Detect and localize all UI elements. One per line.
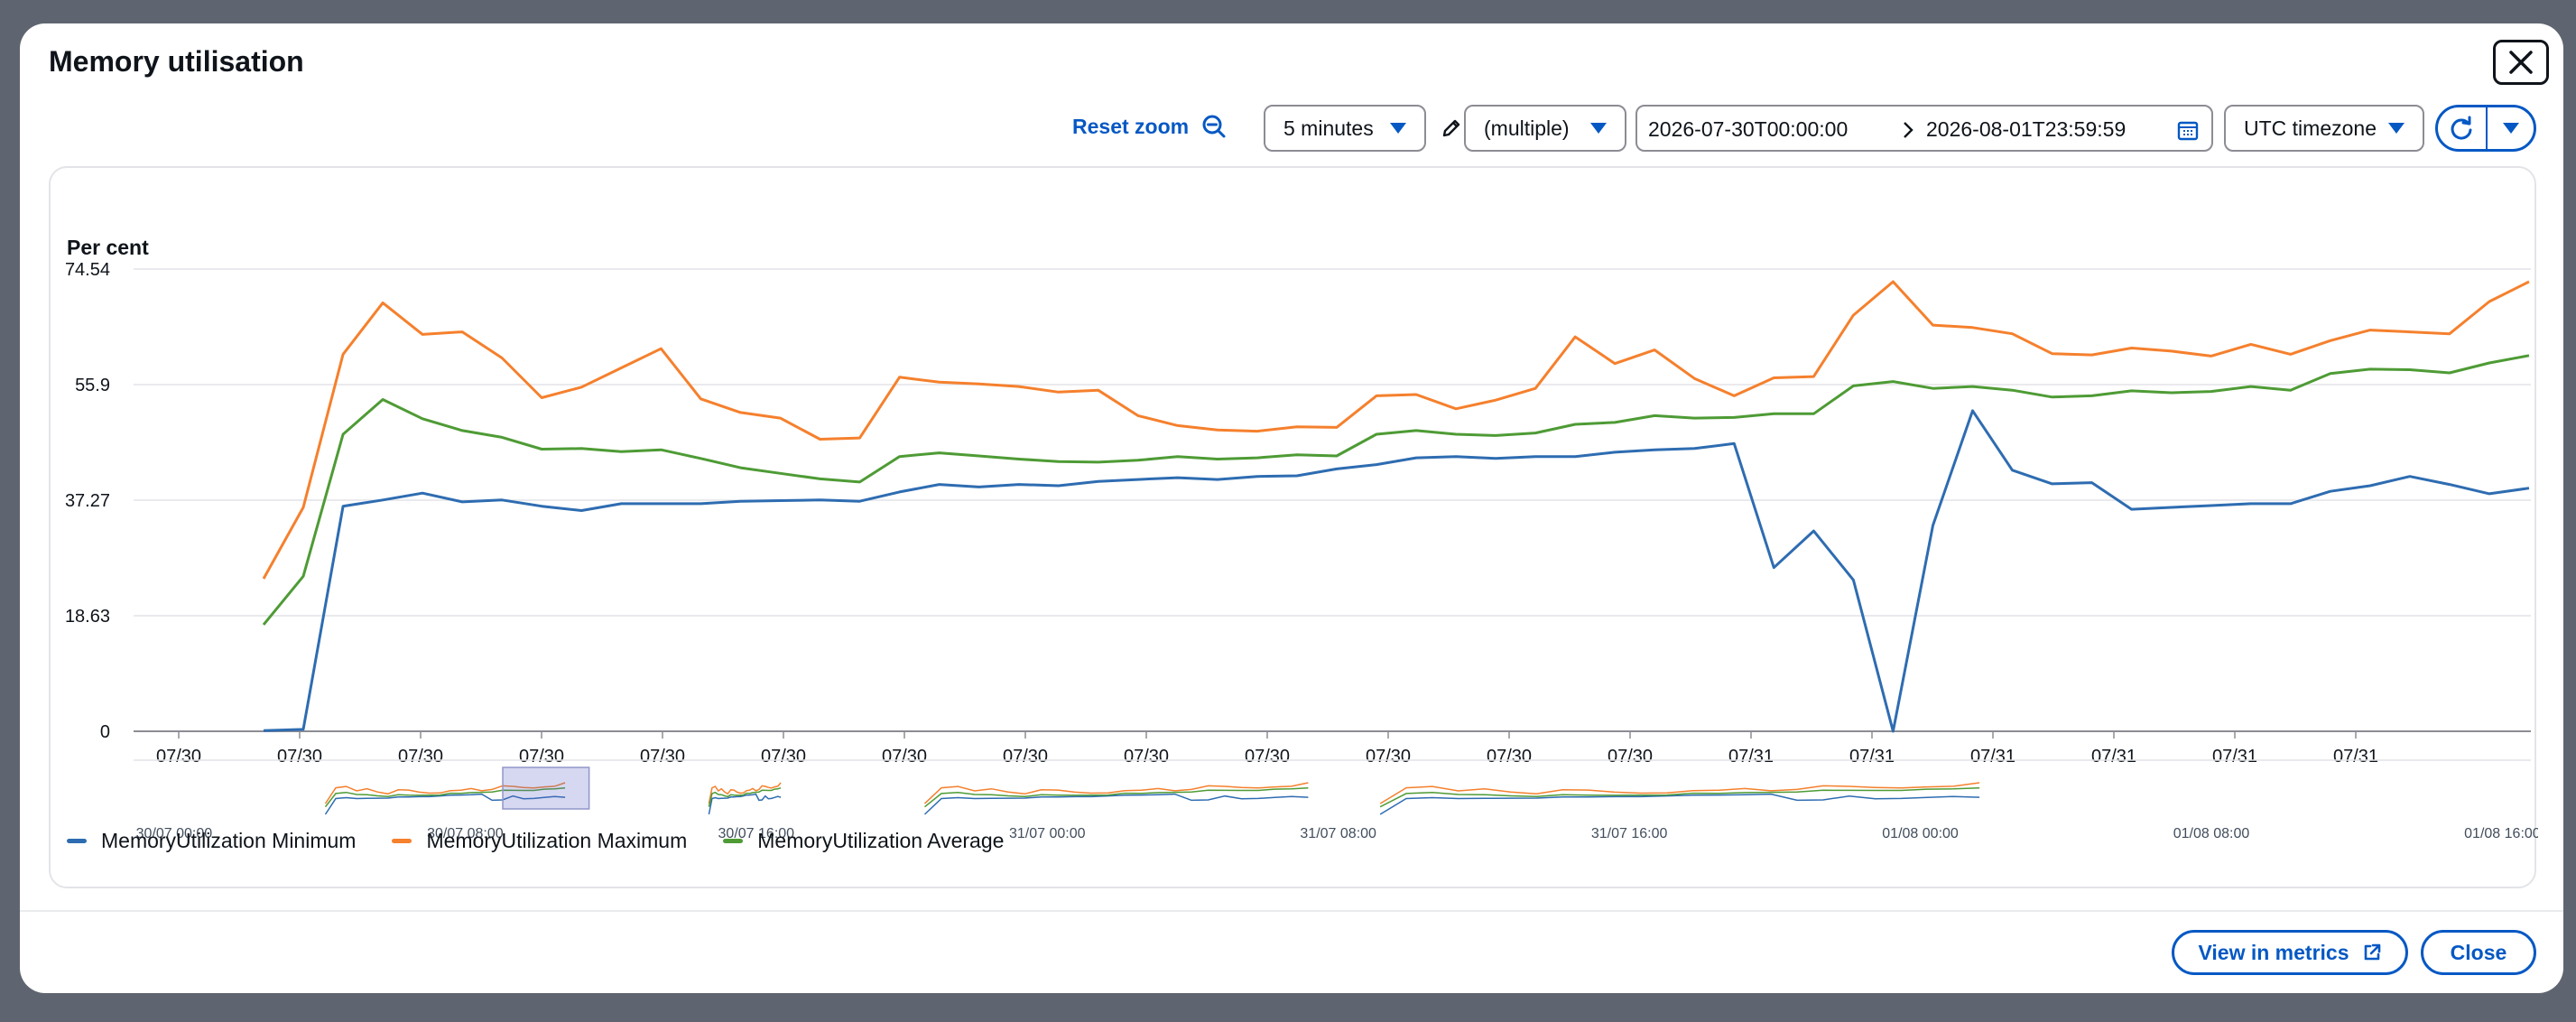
timezone-select[interactable]: UTC timezone	[2224, 105, 2424, 152]
x-tick-label: 07/31	[1728, 747, 1774, 766]
x-tick-label: 07/30	[398, 747, 443, 766]
overview-line	[708, 782, 782, 804]
x-tick-label: 07/30	[1366, 747, 1411, 766]
chart-panel: Per cent 74.54 55.9 37.27 18.63 0 07/30 07/30 07…	[49, 166, 2541, 890]
refresh-button-group	[2435, 105, 2536, 152]
calendar-icon[interactable]	[2177, 119, 2199, 141]
refresh-button[interactable]	[2438, 107, 2486, 149]
x-tick-label: 07/30	[761, 747, 806, 766]
overview-line	[324, 786, 566, 808]
x-tick-label: 07/31	[2212, 747, 2257, 766]
date-range-picker[interactable]: 2026-07-30T00:00:00 2026-08-01T23:59:59	[1635, 105, 2213, 152]
overview-line	[924, 786, 1309, 808]
x-tick-label: 07/31	[2333, 747, 2378, 766]
x-tick-label: 07/31	[2091, 747, 2136, 766]
legend-swatch	[723, 839, 744, 843]
chart-legend: MemoryUtilization Minimum MemoryUtilizat…	[67, 829, 1004, 853]
overview-line	[324, 782, 566, 804]
close-label: Close	[2450, 940, 2507, 964]
close-modal-button[interactable]	[2493, 40, 2549, 85]
period-value: 5 minutes	[1283, 116, 1374, 140]
memory-utilisation-modal: Memory utilisation Reset zoom 5 minutes …	[20, 23, 2563, 993]
overview-time-label: 31/07 08:00	[1300, 826, 1376, 841]
x-tick-label: 07/30	[1003, 747, 1048, 766]
x-tick-label: 07/30	[1124, 747, 1169, 766]
statistic-value: (multiple)	[1484, 116, 1570, 140]
series-line	[262, 354, 2530, 626]
legend-label: MemoryUtilization Minimum	[101, 829, 357, 852]
statistic-select[interactable]: (multiple)	[1464, 105, 1626, 152]
refresh-options-dropdown[interactable]	[2488, 107, 2534, 149]
view-in-metrics-button[interactable]: View in metrics	[2172, 930, 2408, 975]
overview-time-label: 30/07 08:00	[427, 826, 504, 841]
overview-line	[1379, 782, 1980, 804]
x-tick-label: 07/31	[1849, 747, 1895, 766]
legend-label: MemoryUtilization Average	[757, 829, 1005, 852]
overview-selection-window	[502, 766, 590, 810]
y-axis-label: Per cent	[67, 236, 149, 259]
overview-line	[708, 786, 782, 807]
x-tick-label: 07/30	[156, 747, 201, 766]
series-line	[262, 280, 2530, 580]
caret-down-icon	[1390, 123, 1406, 134]
overview-line	[708, 793, 782, 815]
chevron-right-icon	[1904, 122, 1913, 138]
legend-item-maximum[interactable]: MemoryUtilization Maximum	[392, 829, 687, 853]
overview-time-label: 31/07 16:00	[1591, 826, 1668, 841]
x-tick-label: 07/30	[640, 747, 685, 766]
date-end: 2026-08-01T23:59:59	[1926, 117, 2127, 141]
caret-down-icon	[2388, 123, 2405, 134]
x-tick-label: 07/30	[1487, 747, 1532, 766]
reset-zoom-button[interactable]: Reset zoom	[1072, 114, 1227, 139]
overview-line	[324, 793, 566, 815]
footer-divider	[20, 910, 2563, 912]
zoom-out-icon	[1202, 115, 1226, 138]
refresh-icon	[2451, 116, 2472, 140]
timezone-value: UTC timezone	[2244, 116, 2377, 140]
date-start: 2026-07-30T00:00:00	[1648, 117, 1849, 141]
x-tick-label: 07/30	[1608, 747, 1653, 766]
overview-time-label: 01/08 00:00	[1882, 826, 1959, 841]
overview-line	[1379, 793, 1980, 815]
overview-line	[923, 793, 1309, 815]
overview-line	[923, 782, 1309, 804]
modal-title: Memory utilisation	[49, 45, 304, 78]
period-select[interactable]: 5 minutes	[1264, 105, 1426, 152]
y-tick-label: 0	[100, 722, 110, 742]
caret-down-icon	[1590, 123, 1607, 134]
close-icon	[2509, 51, 2533, 74]
x-tick-label: 07/30	[1245, 747, 1290, 766]
legend-label: MemoryUtilization Maximum	[426, 829, 688, 852]
legend-item-minimum[interactable]: MemoryUtilization Minimum	[67, 829, 356, 853]
y-tick-label: 74.54	[65, 260, 110, 280]
overview-time-label: 31/07 00:00	[1009, 826, 1086, 841]
x-tick-label: 07/30	[277, 747, 322, 766]
series-line	[263, 409, 2530, 733]
overview-time-label: 01/08 16:00	[2464, 826, 2538, 841]
x-tick-label: 07/30	[882, 747, 927, 766]
edit-pencil-icon[interactable]	[1441, 117, 1462, 139]
overview-time-label: 01/08 08:00	[2173, 826, 2250, 841]
reset-zoom-label: Reset zoom	[1072, 114, 1190, 138]
external-link-icon	[2364, 943, 2380, 961]
close-button[interactable]: Close	[2421, 930, 2536, 975]
y-tick-label: 55.9	[75, 376, 110, 395]
overview-line	[1379, 786, 1980, 808]
y-tick-label: 18.63	[65, 607, 110, 627]
y-tick-label: 37.27	[65, 491, 110, 511]
legend-swatch	[67, 839, 87, 843]
legend-swatch	[392, 839, 412, 843]
x-tick-label: 07/31	[1970, 747, 2015, 766]
view-in-metrics-label: View in metrics	[2198, 940, 2349, 964]
x-tick-label: 07/30	[519, 747, 564, 766]
caret-down-icon	[2502, 123, 2519, 134]
divider	[2485, 107, 2488, 149]
legend-item-average[interactable]: MemoryUtilization Average	[723, 829, 1004, 853]
overview-time-label: 30/07 00:00	[136, 826, 213, 841]
overview-time-label: 30/07 16:00	[718, 826, 795, 841]
